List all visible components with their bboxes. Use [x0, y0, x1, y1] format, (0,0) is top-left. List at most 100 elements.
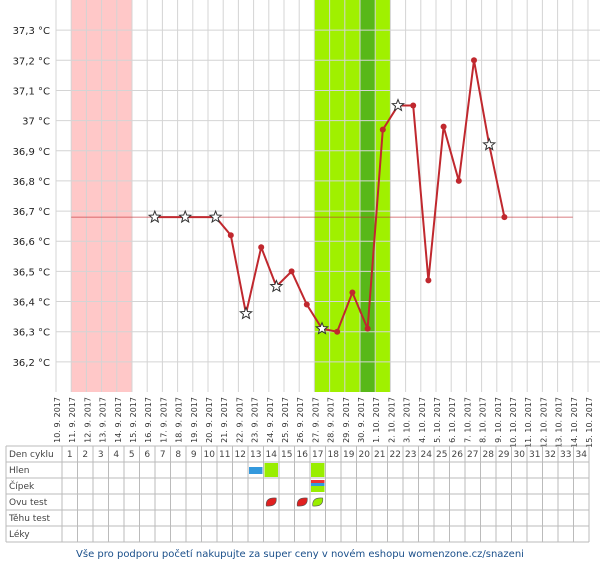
cycle-day-number: 4	[113, 450, 119, 460]
cycle-day-number: 23	[405, 450, 416, 460]
x-tick-label: 5. 10. 2017	[433, 397, 442, 443]
x-tick-label: 3. 10. 2017	[403, 397, 412, 443]
x-tick-label: 14. 10. 2017	[570, 397, 579, 448]
cycle-day-number: 7	[160, 450, 166, 460]
cycle-day-number: 21	[374, 450, 385, 460]
temperature-point	[227, 232, 234, 239]
cipek-marker	[311, 486, 325, 489]
x-tick-label: 8. 10. 2017	[479, 397, 488, 443]
x-tick-label: 4. 10. 2017	[418, 397, 427, 443]
temperature-point-star	[314, 321, 330, 335]
x-tick-label: 11. 9. 2017	[68, 397, 77, 443]
cycle-day-number: 30	[514, 450, 526, 460]
temperature-point	[364, 325, 371, 332]
cycle-day-number: 18	[328, 450, 340, 460]
y-tick-label: 37 °C	[22, 117, 50, 128]
x-tick-label: 6. 10. 2017	[448, 397, 457, 443]
cycle-day-number: 16	[297, 450, 309, 460]
ovu-test-leaf-icon	[265, 497, 277, 507]
temperature-point	[303, 301, 310, 308]
y-tick-label: 36,8 °C	[13, 177, 50, 188]
cipek-marker	[311, 480, 325, 483]
table-row-label: Hlen	[9, 466, 30, 476]
hlen-marker	[311, 463, 325, 477]
x-tick-label: 30. 9. 2017	[357, 397, 366, 443]
x-tick-label: 10. 10. 2017	[509, 397, 518, 448]
cycle-day-number: 26	[452, 450, 464, 460]
x-tick-label: 12. 9. 2017	[83, 397, 92, 443]
x-tick-label: 20. 9. 2017	[205, 397, 214, 443]
temperature-point-star	[390, 98, 406, 112]
band-ovulation	[360, 0, 376, 392]
x-tick-label: 21. 9. 2017	[220, 397, 229, 443]
y-tick-label: 36,6 °C	[13, 237, 50, 248]
x-tick-label: 11. 10. 2017	[524, 397, 533, 448]
y-tick-label: 36,5 °C	[13, 267, 50, 278]
table-row-label: Těhu test	[8, 514, 51, 524]
cycle-day-number: 6	[144, 450, 150, 460]
cycle-day-number: 10	[204, 450, 216, 460]
x-tick-label: 27. 9. 2017	[311, 397, 320, 443]
y-tick-label: 37,3 °C	[13, 26, 50, 37]
temperature-point	[258, 244, 265, 251]
temperature-point-star	[482, 137, 497, 151]
cycle-table: Den cyklu Hlen Čípek Ovu test Těhu test Léky 1…	[5, 445, 590, 543]
x-tick-label: 28. 9. 2017	[327, 397, 336, 443]
temperature-point-star	[208, 209, 223, 224]
y-tick-label: 36,9 °C	[13, 147, 50, 158]
temperature-point	[455, 177, 462, 184]
x-tick-label: 13. 10. 2017	[555, 397, 564, 448]
x-tick-label: 13. 9. 2017	[99, 397, 108, 443]
cycle-day-number: 32	[545, 450, 556, 460]
y-tick-label: 36,2 °C	[13, 358, 50, 369]
cycle-day-number: 2	[82, 450, 88, 460]
cycle-day-number: 27	[467, 450, 478, 460]
table-row-label: Léky	[9, 529, 30, 540]
temperature-line	[154, 60, 506, 333]
cycle-day-number: 34	[576, 450, 588, 460]
temperature-point	[471, 57, 477, 64]
x-tick-label: 1. 10. 2017	[372, 397, 381, 443]
footer-shop-link[interactable]: Vše pro podporu početí nakupujte za supe…	[76, 549, 524, 560]
temperature-point	[349, 289, 356, 296]
x-tick-label: 19. 9. 2017	[190, 397, 199, 443]
table-row-label: Čípek	[9, 480, 35, 492]
x-tick-label: 18. 9. 2017	[175, 397, 184, 443]
cycle-day-number: 17	[312, 450, 323, 460]
temperature-point	[288, 268, 295, 275]
hlen-marker	[264, 463, 278, 477]
cipek-marker	[311, 483, 325, 486]
temperature-point	[425, 277, 432, 284]
temperature-point	[379, 126, 386, 133]
y-tick-label: 36,4 °C	[13, 298, 50, 309]
x-tick-label: 10. 9. 2017	[53, 397, 62, 443]
ovu-test-leaf-icon	[312, 497, 324, 507]
x-tick-label: 15. 10. 2017	[585, 397, 594, 448]
y-tick-label: 37,1 °C	[13, 86, 50, 97]
cycle-day-number: 15	[281, 450, 292, 460]
temperature-point	[334, 328, 341, 335]
x-tick-label: 24. 9. 2017	[266, 397, 275, 443]
x-tick-label: 2. 10. 2017	[387, 397, 396, 443]
temperature-point	[410, 102, 417, 109]
x-tick-label: 14. 9. 2017	[114, 397, 123, 443]
cipek-marker	[311, 489, 325, 492]
x-tick-label: 23. 9. 2017	[251, 397, 260, 443]
cycle-day-number: 11	[219, 450, 230, 460]
table-row-label: Ovu test	[9, 498, 48, 508]
bbt-chart: 36,2 °C 36,3 °C 36,4 °C 36,5 °C 36,6 °C 36,7 …	[5, 0, 600, 543]
x-tick-label: 25. 9. 2017	[281, 397, 290, 443]
x-tick-label: 22. 9. 2017	[235, 397, 244, 443]
x-tick-label: 17. 9. 2017	[159, 397, 168, 443]
x-axis-ticks: 10. 9. 2017 11. 9. 2017 12. 9. 2017 13. 9. …	[53, 397, 594, 448]
cycle-day-number: 9	[191, 450, 197, 460]
cycle-bands	[71, 0, 391, 392]
x-tick-label: 15. 9. 2017	[129, 397, 138, 443]
cycle-day-number: 22	[390, 450, 401, 460]
temperature-point-star	[147, 209, 162, 224]
y-axis-ticks: 36,2 °C 36,3 °C 36,4 °C 36,5 °C 36,6 °C 36,7 …	[13, 26, 50, 369]
cycle-day-number: 1	[67, 450, 73, 460]
x-tick-label: 16. 9. 2017	[144, 397, 153, 443]
x-tick-label: 29. 9. 2017	[342, 397, 351, 443]
temperature-point	[501, 214, 508, 221]
